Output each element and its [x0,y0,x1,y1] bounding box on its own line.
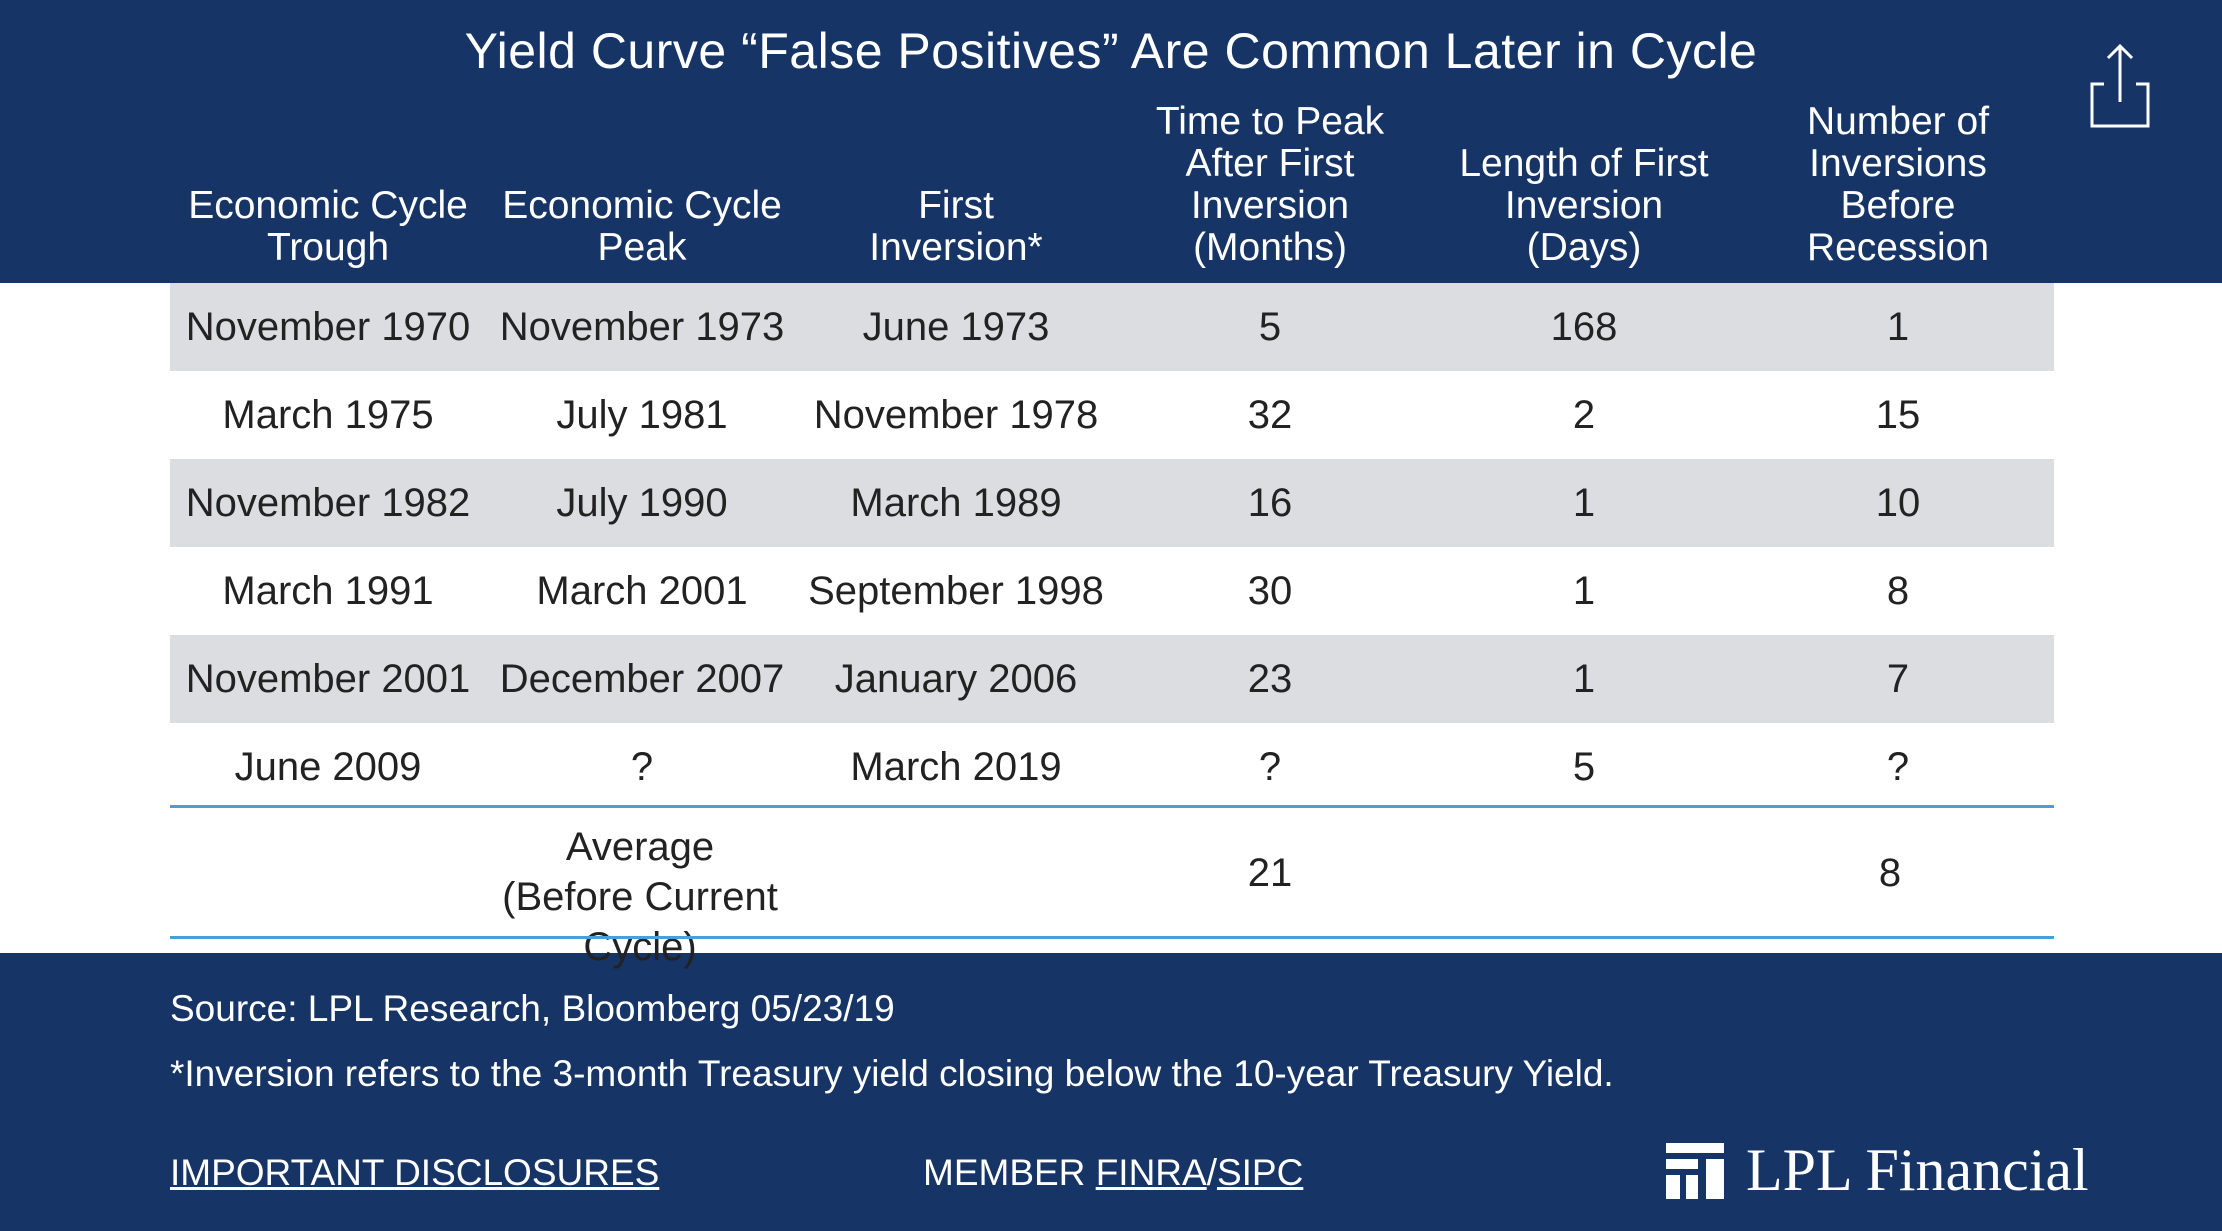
table-row: November 2001 December 2007 January 2006 23… [170,635,2054,723]
column-header-line: Peak [597,226,687,269]
table-cell: 32 [1247,393,1293,437]
table-cell: December 2007 [499,657,785,701]
column-header-line: Inversion* [869,226,1043,269]
average-label: Average (Before Current Cycle) [440,822,840,969]
table-cell: 1 [1572,569,1596,613]
table-body-band [0,283,2222,953]
table-cell: September 1998 [808,569,1104,613]
source-note: Source: LPL Research, Bloomberg 05/23/19 [170,988,895,1029]
table-cell: July 1981 [556,393,728,437]
column-header-1: Economic Cycle Trough [163,185,493,283]
average-num-inversions: 8 [1878,851,1902,895]
table-cell: March 1975 [222,393,434,437]
average-time-to-peak: 21 [1247,851,1293,895]
column-header-line: Trough [266,226,390,269]
important-disclosures-link[interactable]: IMPORTANT DISCLOSURES [170,1152,660,1193]
header-band [0,0,2222,283]
member-label: MEMBER [923,1152,1096,1193]
table-cell: November 1978 [813,393,1099,437]
table-cell: March 1989 [850,481,1062,525]
average-label-line2: (Before Current Cycle) [502,875,778,969]
table-cell: 1 [1572,481,1596,525]
table-cell: November 1973 [499,305,785,349]
table-row: March 1975 July 1981 November 1978 32 2 15 [170,371,2054,459]
column-header-line: Inversion [1190,184,1350,227]
column-header-3: First Inversion* [791,185,1121,283]
table-cell: ? [1886,745,1910,789]
average-rule-top [170,805,2054,808]
table-cell: 7 [1886,657,1910,701]
column-header-line: (Days) [1526,226,1642,269]
table-cell: 8 [1886,569,1910,613]
average-rule-bottom [170,936,2054,939]
table-cell: March 1991 [222,569,434,613]
column-header-line: Before [1840,184,1956,227]
table-cell: March 2001 [536,569,748,613]
sipc-link[interactable]: SIPC [1216,1152,1304,1193]
column-header-line: First [918,184,994,227]
finra-link[interactable]: FINRA [1095,1152,1207,1193]
table-cell: June 1973 [862,305,1050,349]
member-slash: / [1206,1152,1217,1193]
table-cell: January 2006 [834,657,1078,701]
column-header-2: Economic Cycle Peak [477,185,807,283]
table-cell: 16 [1247,481,1293,525]
table-cell: 10 [1875,481,1921,525]
table-cell: 2 [1572,393,1596,437]
table-cell: ? [630,745,654,789]
column-header-line: (Months) [1193,226,1347,269]
column-header-line: Economic Cycle [188,184,468,227]
table-cell: ? [1258,745,1282,789]
table-cell: 5 [1572,745,1596,789]
table-cell: 23 [1247,657,1293,701]
lpl-logo-text: LPL Financial [1746,1137,2089,1203]
table-cell: 1 [1572,657,1596,701]
average-label-line1: Average [565,825,715,869]
table-row: March 1991 March 2001 September 1998 30 1 8 [170,547,2054,635]
table-cell: 15 [1875,393,1921,437]
column-header-line: After First [1185,142,1355,185]
table-cell: July 1990 [556,481,728,525]
table-cell: 5 [1258,305,1282,349]
table-cell: 1 [1886,305,1910,349]
column-header-line: Number of [1806,100,1990,143]
lpl-logo-icon [1666,1143,1724,1199]
column-header-4: Time to Peak After First Inversion (Months) [1105,101,1435,283]
column-header-5: Length of First Inversion (Days) [1419,143,1749,283]
table-cell: 168 [1550,305,1618,349]
table-cell: November 1982 [185,481,471,525]
member-line: MEMBER FINRA/SIPC [923,1152,1303,1194]
table-row: June 2009? March 2019? 5? [170,723,2054,811]
table-row: November 1970 November 1973 June 1973 5 168 1 [170,283,2054,371]
column-header-line: Inversions [1809,142,1987,185]
share-icon[interactable] [2090,40,2152,130]
table-cell: 30 [1247,569,1293,613]
table-cell: March 2019 [850,745,1062,789]
table-cell: November 2001 [185,657,471,701]
column-header-line: Length of First [1459,142,1709,185]
column-header-line: Recession [1806,226,1990,269]
column-header-line: Time to Peak [1155,100,1385,143]
table-cell: June 2009 [234,745,422,789]
column-header-line: Economic Cycle [502,184,782,227]
chart-title: Yield Curve “False Positives” Are Common… [464,23,1758,79]
column-header-6: Number of Inversions Before Recession [1733,101,2063,283]
inversion-footnote: *Inversion refers to the 3-month Treasur… [170,1053,1614,1094]
column-header-line: Inversion [1504,184,1664,227]
table-row: November 1982 July 1990 March 1989 16 1 10 [170,459,2054,547]
table-cell: November 1970 [185,305,471,349]
